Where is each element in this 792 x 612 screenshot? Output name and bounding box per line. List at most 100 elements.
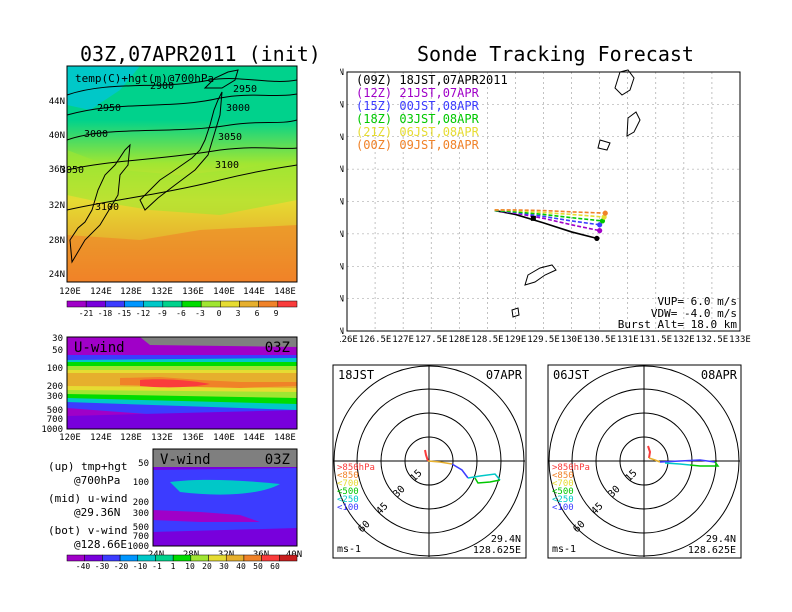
- sonde-track-chart: 126E126.5E127E127.5E128E128.5E129E129.5E…: [340, 68, 751, 345]
- map-contour-labels: 2900 2950 2950 3000 3000 3050 3050 3100 …: [60, 81, 257, 213]
- x-tick-label: 130.5E: [583, 335, 616, 345]
- hodo-right-lon: 128.625E: [688, 545, 736, 556]
- chart-grid: [347, 72, 740, 331]
- lat-tick: 36N: [49, 165, 65, 175]
- lon-tick: 120E: [59, 287, 81, 297]
- hodo-left-date: 07APR: [486, 368, 523, 382]
- temperature-colorbar: [66, 300, 298, 308]
- x-tick-label: 131E: [617, 335, 639, 345]
- colorbar-swatch: [279, 554, 298, 562]
- legend-entry: (12Z) 21JST,07APR: [356, 86, 480, 100]
- sonde-tracks: [494, 209, 608, 242]
- colorbar-label: -3: [195, 309, 205, 318]
- map-init-title: 03Z,07APR2011 (init): [80, 42, 321, 66]
- legend-bot-line2: @128.66E: [74, 538, 127, 551]
- colorbar-label: 30: [219, 562, 229, 571]
- x-tick-label: 132E: [673, 335, 695, 345]
- y-tick-label: 28N: [340, 295, 344, 305]
- contour-label: 2950: [233, 84, 257, 95]
- y-tick-label: 30N: [340, 165, 344, 175]
- lon-tick: 124E: [90, 287, 112, 297]
- colorbar-label: -6: [176, 309, 186, 318]
- colorbar-label: -15: [117, 309, 132, 318]
- x-tick-label: 129E: [505, 335, 527, 345]
- x-tick-label: 127.5E: [415, 335, 448, 345]
- hodo-left-time: 18JST: [338, 368, 374, 382]
- lon-tick: 132E: [151, 287, 173, 297]
- legend-bot-line1: (bot) v-wind: [48, 524, 128, 537]
- v-wind-label: V-wind: [160, 452, 211, 468]
- colorbar-label: 9: [274, 309, 279, 318]
- legend-entry: (18Z) 03JST,08APR: [356, 112, 480, 126]
- legend-up-line1: (up) tmp+hgt: [48, 460, 128, 473]
- y-tick-label: 28.5N: [340, 262, 344, 272]
- level-label: <100: [552, 503, 574, 513]
- hodo-left-levels: >850hPa <850 <700 <500 <250 <100: [337, 463, 375, 513]
- lon-tick: 140E: [213, 287, 235, 297]
- pressure-tick: 100: [133, 478, 149, 488]
- pressure-tick: 700: [47, 415, 63, 425]
- colorbar-label: -18: [98, 309, 113, 318]
- pressure-tick: 300: [133, 509, 149, 519]
- sonde-forecast-title: Sonde Tracking Forecast: [417, 42, 694, 66]
- contour-label: 3000: [226, 103, 250, 114]
- colorbar-label: 10: [185, 562, 195, 571]
- y-tick-label: 30.5N: [340, 133, 344, 143]
- sonde-landing-point: [599, 218, 606, 224]
- contour-label: 3100: [215, 160, 239, 171]
- pressure-tick: 50: [52, 346, 63, 356]
- lon-tick: 132E: [151, 433, 173, 443]
- sonde-track-line: [494, 209, 603, 222]
- sonde-landing-point: [594, 235, 600, 242]
- sonde-landing-point: [597, 228, 603, 234]
- map-lon-ticks: 120E 124E 128E 132E 136E 140E 144E 148E: [59, 287, 296, 297]
- wind-colorbar-labels: -40 -30 -20 -10 -1 1 10 20 30 40 50 60: [76, 562, 280, 571]
- x-tick-label: 127E: [392, 335, 414, 345]
- legend-entry: (21Z) 06JST,08APR: [356, 125, 480, 139]
- contour-label: 2950: [97, 103, 121, 114]
- sonde-track-line: [494, 209, 606, 214]
- x-tick-label: 129.5E: [527, 335, 560, 345]
- contour-label: 2900: [150, 81, 174, 92]
- launch-marker: [530, 215, 536, 221]
- param-vup: VUP= 6.0 m/s: [658, 295, 737, 308]
- colorbar-label: 60: [270, 562, 280, 571]
- pressure-tick: 30: [52, 334, 63, 344]
- map-lat-ticks: 44N 40N 36N 32N 28N 24N: [49, 97, 65, 280]
- hodo-right-unit: ms-1: [552, 544, 576, 555]
- hodograph-left: 18JST 07APR 29.4N 128.625E ms-1 15 30 45…: [332, 364, 527, 559]
- x-tick-label: 128.5E: [471, 335, 504, 345]
- v-wind-pressure-ticks: 50 100 200 300 500 700 1000: [127, 459, 149, 552]
- level-label: <100: [337, 503, 359, 513]
- lon-tick: 124E: [90, 433, 112, 443]
- hodo-right-time: 06JST: [553, 368, 589, 382]
- level-label: >850hPa: [337, 463, 375, 473]
- pressure-tick: 1000: [41, 425, 63, 435]
- level-label: <250: [337, 495, 359, 505]
- colorbar-label: 20: [202, 562, 212, 571]
- level-label: <700: [552, 479, 574, 489]
- pressure-tick: 1000: [127, 542, 149, 552]
- colorbar-label: -40: [76, 562, 91, 571]
- y-tick-label: 27.5N: [340, 327, 344, 337]
- pressure-tick: 200: [133, 498, 149, 508]
- legend-entry: (09Z) 18JST,07APR2011: [356, 73, 508, 87]
- y-tick-label: 29N: [340, 230, 344, 240]
- level-label: >850hPa: [552, 463, 590, 473]
- level-label: <700: [337, 479, 359, 489]
- x-tick-label: 126E: [340, 335, 358, 345]
- sonde-track-line: [494, 209, 598, 240]
- v-wind-panel: [152, 448, 298, 547]
- pressure-tick: 500: [133, 523, 149, 533]
- lon-tick: 128E: [120, 287, 142, 297]
- legend-entry: (00Z) 09JST,08APR: [356, 138, 480, 152]
- level-label: <250: [552, 495, 574, 505]
- temperature-colorbar-labels: -21 -18 -15 -12 -9 -6 -3 0 3 6 9: [79, 309, 279, 318]
- lon-tick: 136E: [182, 287, 204, 297]
- u-wind-time: 03Z: [265, 340, 290, 356]
- contour-label: 3100: [95, 202, 119, 213]
- level-label: <500: [552, 487, 574, 497]
- u-wind-lon-ticks: 120E 124E 128E 132E 136E 140E 144E 148E: [59, 433, 296, 443]
- colorbar-label: 50: [253, 562, 263, 571]
